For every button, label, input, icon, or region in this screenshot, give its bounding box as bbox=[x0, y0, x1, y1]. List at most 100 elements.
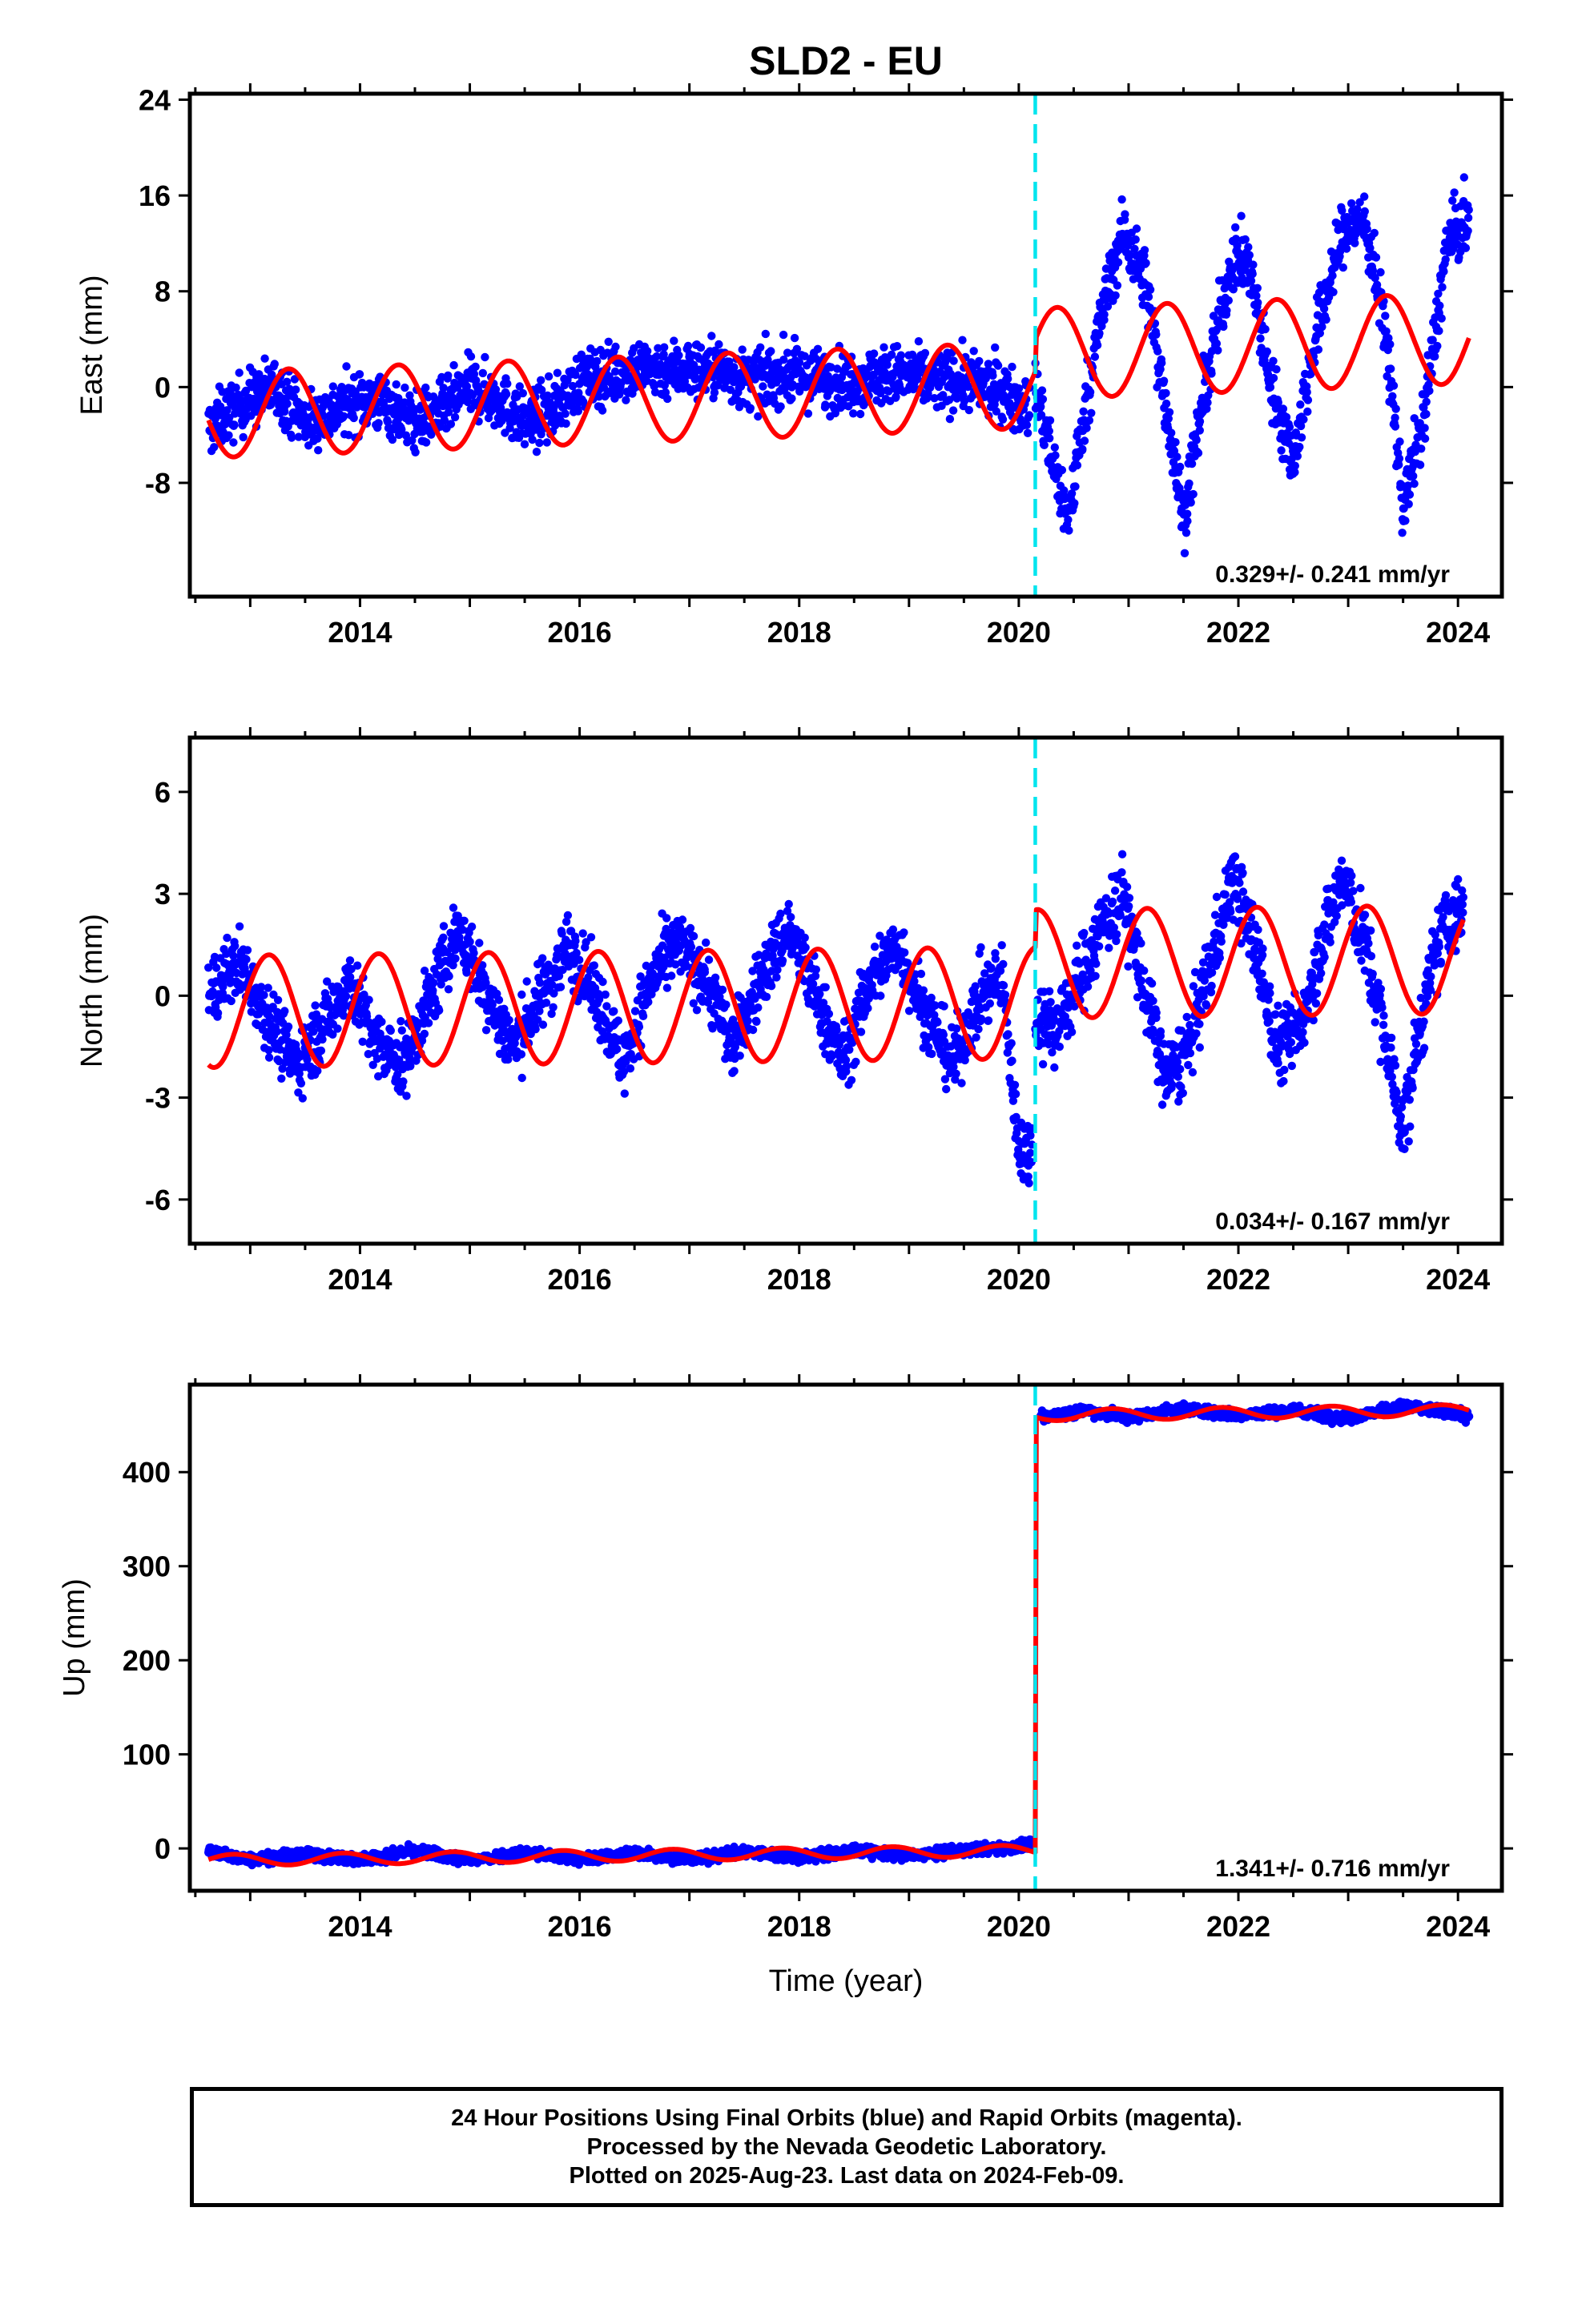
data-point bbox=[1079, 407, 1088, 416]
data-point bbox=[224, 431, 233, 440]
data-point bbox=[1055, 1042, 1065, 1051]
data-point bbox=[405, 391, 414, 400]
data-point bbox=[1428, 336, 1437, 344]
data-point bbox=[662, 914, 671, 923]
data-point bbox=[1187, 459, 1197, 468]
data-point bbox=[1286, 1038, 1296, 1047]
data-point bbox=[496, 404, 505, 412]
data-point bbox=[964, 382, 972, 392]
data-point bbox=[213, 1008, 223, 1018]
data-point bbox=[987, 963, 996, 972]
data-point bbox=[1326, 278, 1334, 287]
data-point bbox=[504, 1055, 513, 1064]
data-point bbox=[449, 961, 457, 970]
data-point bbox=[295, 1069, 304, 1079]
data-point bbox=[435, 1006, 444, 1015]
data-point bbox=[264, 1046, 273, 1055]
data-point bbox=[1338, 263, 1348, 272]
data-point bbox=[1206, 987, 1216, 997]
data-point bbox=[495, 1049, 505, 1059]
data-point bbox=[743, 1016, 752, 1026]
data-point bbox=[904, 959, 912, 967]
data-point bbox=[1008, 1056, 1016, 1065]
data-point bbox=[686, 943, 696, 951]
x-tick-label: 2018 bbox=[767, 616, 831, 649]
data-point bbox=[976, 1015, 986, 1023]
data-point bbox=[1125, 250, 1133, 259]
data-point bbox=[795, 387, 804, 396]
data-point bbox=[312, 1010, 321, 1019]
data-point bbox=[939, 391, 948, 400]
data-point bbox=[358, 1037, 367, 1047]
data-point bbox=[1398, 529, 1407, 537]
data-point bbox=[558, 929, 566, 938]
data-point bbox=[370, 380, 379, 390]
data-point bbox=[1237, 939, 1246, 948]
data-point bbox=[513, 392, 521, 401]
y-tick-label: 24 bbox=[139, 83, 171, 116]
data-point bbox=[1112, 936, 1121, 946]
data-point bbox=[808, 979, 818, 988]
data-point bbox=[406, 1062, 415, 1071]
data-point bbox=[535, 979, 545, 987]
data-point bbox=[1133, 929, 1141, 938]
data-point bbox=[1188, 1068, 1198, 1077]
data-point bbox=[784, 899, 793, 909]
data-point bbox=[1046, 998, 1055, 1007]
data-point bbox=[538, 954, 547, 963]
data-point bbox=[683, 341, 693, 351]
data-point bbox=[1149, 996, 1157, 1006]
data-point bbox=[572, 948, 581, 958]
data-point bbox=[1194, 448, 1203, 457]
data-point bbox=[1401, 517, 1410, 525]
data-point bbox=[300, 411, 308, 420]
data-point bbox=[952, 1024, 961, 1033]
data-point bbox=[467, 923, 477, 931]
data-point bbox=[1055, 1027, 1064, 1035]
data-point bbox=[746, 404, 755, 412]
data-point bbox=[563, 911, 573, 920]
data-point bbox=[283, 400, 292, 408]
data-point bbox=[1231, 235, 1241, 243]
data-point bbox=[1157, 1100, 1167, 1109]
data-point bbox=[1110, 887, 1120, 895]
data-point bbox=[439, 384, 448, 392]
data-point bbox=[1450, 188, 1459, 197]
data-point bbox=[1086, 966, 1095, 975]
data-point bbox=[1067, 1027, 1077, 1036]
data-point bbox=[1176, 1064, 1185, 1074]
data-point bbox=[393, 1070, 402, 1080]
data-point bbox=[517, 990, 526, 999]
data-point bbox=[1235, 879, 1244, 887]
data-point bbox=[1286, 1049, 1294, 1059]
data-point bbox=[949, 1063, 958, 1072]
data-point bbox=[593, 356, 602, 366]
data-point bbox=[969, 347, 978, 356]
data-point bbox=[339, 1011, 348, 1020]
data-point bbox=[1231, 223, 1240, 232]
data-point bbox=[1353, 205, 1362, 214]
data-point bbox=[1391, 422, 1400, 431]
data-point bbox=[1007, 1039, 1016, 1047]
data-point bbox=[1113, 930, 1121, 939]
data-point bbox=[1463, 213, 1473, 223]
data-point bbox=[1262, 347, 1272, 356]
y-axis-label: East (mm) bbox=[75, 275, 109, 415]
data-point bbox=[328, 382, 337, 391]
data-point bbox=[420, 967, 429, 975]
data-point bbox=[1439, 267, 1448, 276]
data-point bbox=[795, 358, 804, 367]
data-point bbox=[1207, 369, 1216, 378]
data-point bbox=[1140, 966, 1149, 975]
data-point bbox=[1087, 408, 1096, 417]
data-point bbox=[663, 394, 672, 404]
data-point bbox=[1109, 923, 1119, 932]
data-point bbox=[544, 372, 553, 381]
data-point bbox=[923, 1011, 932, 1020]
data-point bbox=[811, 965, 820, 974]
data-point bbox=[1347, 199, 1356, 208]
data-point bbox=[928, 1049, 936, 1059]
data-point bbox=[292, 385, 300, 394]
data-point bbox=[811, 971, 820, 981]
